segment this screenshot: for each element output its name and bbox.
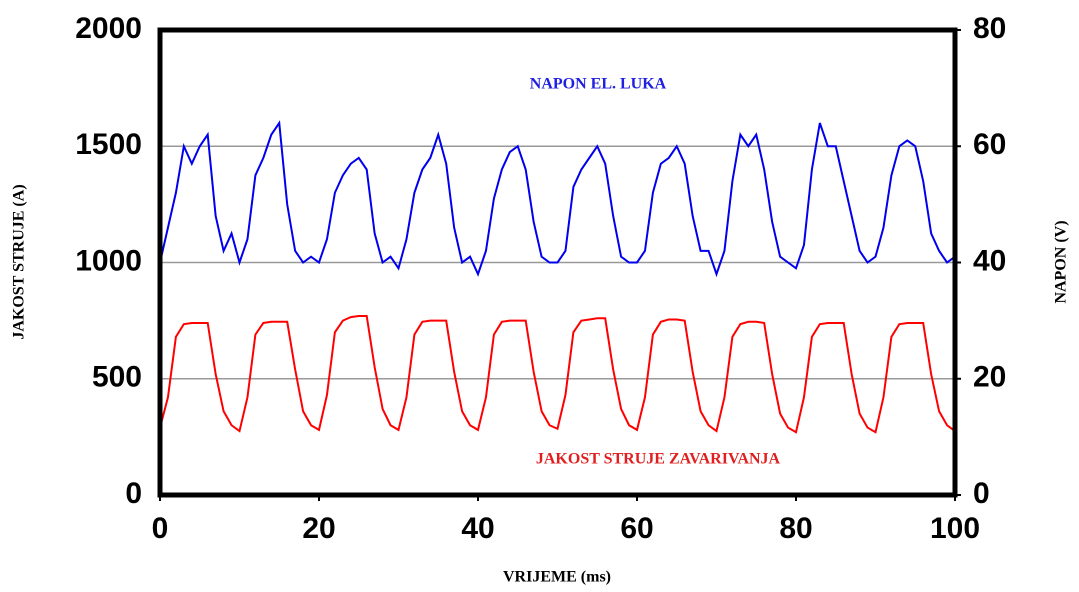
y2-axis-label: NAPON (V) <box>1053 220 1070 303</box>
y-tick-label: 500 <box>92 361 142 394</box>
x-axis-label: VRIJEME (ms) <box>503 569 611 586</box>
x-tick-label: 80 <box>779 512 812 545</box>
x-tick-label: 100 <box>930 512 980 545</box>
y-tick-label: 1000 <box>75 244 142 277</box>
y-axis-label: JAKOST STRUJE (A) <box>11 184 28 339</box>
y2-tick-label: 80 <box>973 12 1006 45</box>
y2-tick-label: 60 <box>973 128 1006 161</box>
x-tick-label: 60 <box>620 512 653 545</box>
y-tick-label: 2000 <box>75 12 142 45</box>
y2-tick-label: 20 <box>973 361 1006 394</box>
x-tick-label: 0 <box>152 512 169 545</box>
annotation: JAKOST STRUJE ZAVARIVANJA <box>536 451 781 468</box>
annotation: NAPON EL. LUKA <box>530 76 667 93</box>
y-tick-label: 1500 <box>75 128 142 161</box>
x-tick-label: 20 <box>302 512 335 545</box>
y2-tick-label: 40 <box>973 244 1006 277</box>
data-line <box>159 120 956 278</box>
y2-tick-label: 0 <box>973 477 990 510</box>
x-tick-label: 40 <box>461 512 494 545</box>
plot-frame <box>157 27 958 498</box>
y-tick-label: 0 <box>125 477 142 510</box>
data-line <box>159 314 956 434</box>
